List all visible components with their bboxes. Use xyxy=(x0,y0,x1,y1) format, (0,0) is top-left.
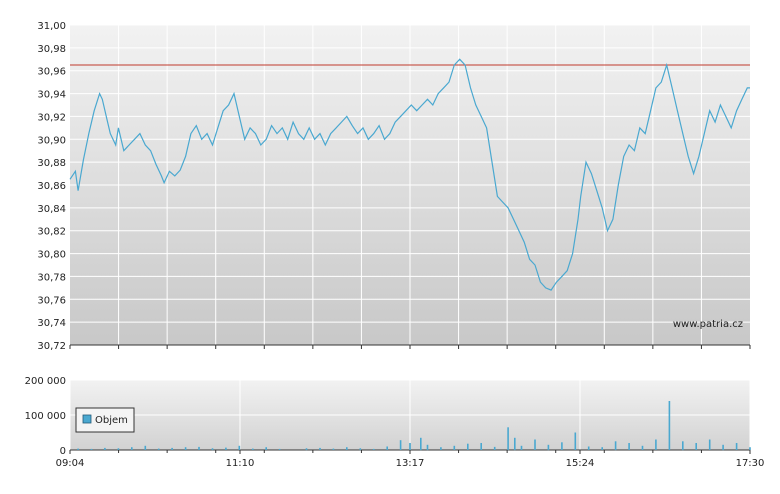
price-y-tick-label: 30,80 xyxy=(37,250,66,261)
price-y-tick-label: 31,00 xyxy=(37,21,66,32)
volume-y-tick-label: 100 000 xyxy=(25,411,66,422)
price-y-tick-label: 30,98 xyxy=(37,44,66,55)
volume-bar xyxy=(225,447,227,450)
volume-bar xyxy=(157,448,160,450)
volume-bar xyxy=(520,445,523,450)
volume-y-tick-label: 0 xyxy=(60,446,66,457)
volume-bar xyxy=(211,448,214,451)
volume-bar xyxy=(420,437,422,451)
price-y-tick-label: 30,94 xyxy=(37,90,66,101)
volume-y-tick-label: 200 000 xyxy=(25,376,66,387)
price-series-line xyxy=(69,58,750,291)
price-y-tick-label: 30,88 xyxy=(37,158,66,169)
volume-bar xyxy=(614,441,617,451)
volume-bar xyxy=(305,448,308,451)
volume-bar xyxy=(493,446,496,450)
price-y-tick-label: 30,78 xyxy=(37,272,66,283)
price-y-tick-label: 30,82 xyxy=(37,227,66,238)
volume-bar xyxy=(409,443,411,450)
volume-legend: Objem xyxy=(75,407,135,433)
volume-x-axis-ticks: 09:04 11:10 13:17 15:24 17:30 xyxy=(56,450,765,469)
volume-bar xyxy=(252,448,254,450)
volume-bar xyxy=(346,447,348,450)
volume-bar xyxy=(440,447,442,450)
volume-bar xyxy=(319,447,321,450)
volume-bar xyxy=(144,445,147,450)
volume-bar xyxy=(332,448,335,450)
volume-bar xyxy=(265,447,267,450)
volume-bar xyxy=(278,448,281,450)
volume-bar xyxy=(708,439,711,450)
volume-bar xyxy=(682,441,684,451)
volume-bar xyxy=(77,448,79,450)
volume-bar xyxy=(655,439,657,450)
watermark-label: www.patria.cz xyxy=(673,319,743,330)
volume-x-tick-label: 13:17 xyxy=(396,458,425,469)
price-y-tick-label: 30,84 xyxy=(37,204,66,215)
volume-x-tick-label: 11:10 xyxy=(226,458,255,469)
volume-bar xyxy=(386,446,388,450)
volume-y-axis: 200 000 100 000 0 xyxy=(25,376,66,457)
legend-swatch xyxy=(82,414,92,424)
volume-bar xyxy=(668,401,671,450)
volume-x-tick-label: 15:24 xyxy=(566,458,595,469)
volume-bar xyxy=(184,447,187,450)
price-panel: 31,00 30,98 30,96 30,94 30,92 30,90 30,88 30,86… xyxy=(37,21,751,352)
volume-bar xyxy=(514,437,516,451)
volume-bar xyxy=(547,444,550,451)
price-y-tick-label: 30,74 xyxy=(37,318,66,329)
volume-bar xyxy=(641,445,644,450)
volume-bar xyxy=(749,447,751,450)
volume-bar xyxy=(171,447,173,450)
price-y-tick-label: 30,72 xyxy=(37,341,66,352)
volume-bar xyxy=(426,444,429,451)
volume-bar xyxy=(695,443,697,450)
volume-bar xyxy=(372,448,375,450)
volume-bar xyxy=(117,448,120,451)
volume-bar xyxy=(628,443,630,450)
price-y-tick-label: 30,92 xyxy=(37,112,66,123)
volume-x-tick-label: 09:04 xyxy=(56,458,85,469)
volume-x-tick-label: 17:30 xyxy=(736,458,765,469)
volume-bar xyxy=(399,440,402,450)
legend-label: Objem xyxy=(95,415,128,426)
volume-panel: 200 000 100 000 0 09:04 11:10 13:17 15:24 17:3… xyxy=(25,376,765,469)
volume-bar xyxy=(587,446,590,450)
volume-bar xyxy=(601,447,603,450)
volume-bar xyxy=(561,442,563,450)
volume-bar xyxy=(534,439,536,450)
volume-bars xyxy=(77,401,751,451)
volume-bar xyxy=(507,427,509,451)
volume-bar xyxy=(131,447,133,450)
price-y-tick-label: 30,76 xyxy=(37,295,66,306)
volume-bar xyxy=(198,446,200,450)
volume-bar xyxy=(467,443,469,450)
volume-bar xyxy=(238,445,241,450)
volume-bar xyxy=(359,448,362,451)
price-x-axis-ticks xyxy=(69,345,751,349)
volume-bar xyxy=(722,444,724,451)
volume-bar xyxy=(480,443,482,450)
volume-bar xyxy=(735,443,738,450)
price-y-axis: 31,00 30,98 30,96 30,94 30,92 30,90 30,88 30,86… xyxy=(37,21,66,352)
price-y-tick-label: 30,96 xyxy=(37,67,66,78)
volume-bar xyxy=(574,432,577,450)
volume-bar xyxy=(90,448,93,450)
price-y-tick-label: 30,90 xyxy=(37,135,66,146)
price-y-tick-label: 30,86 xyxy=(37,181,66,192)
volume-bar xyxy=(453,445,456,450)
volume-bar xyxy=(104,447,106,450)
